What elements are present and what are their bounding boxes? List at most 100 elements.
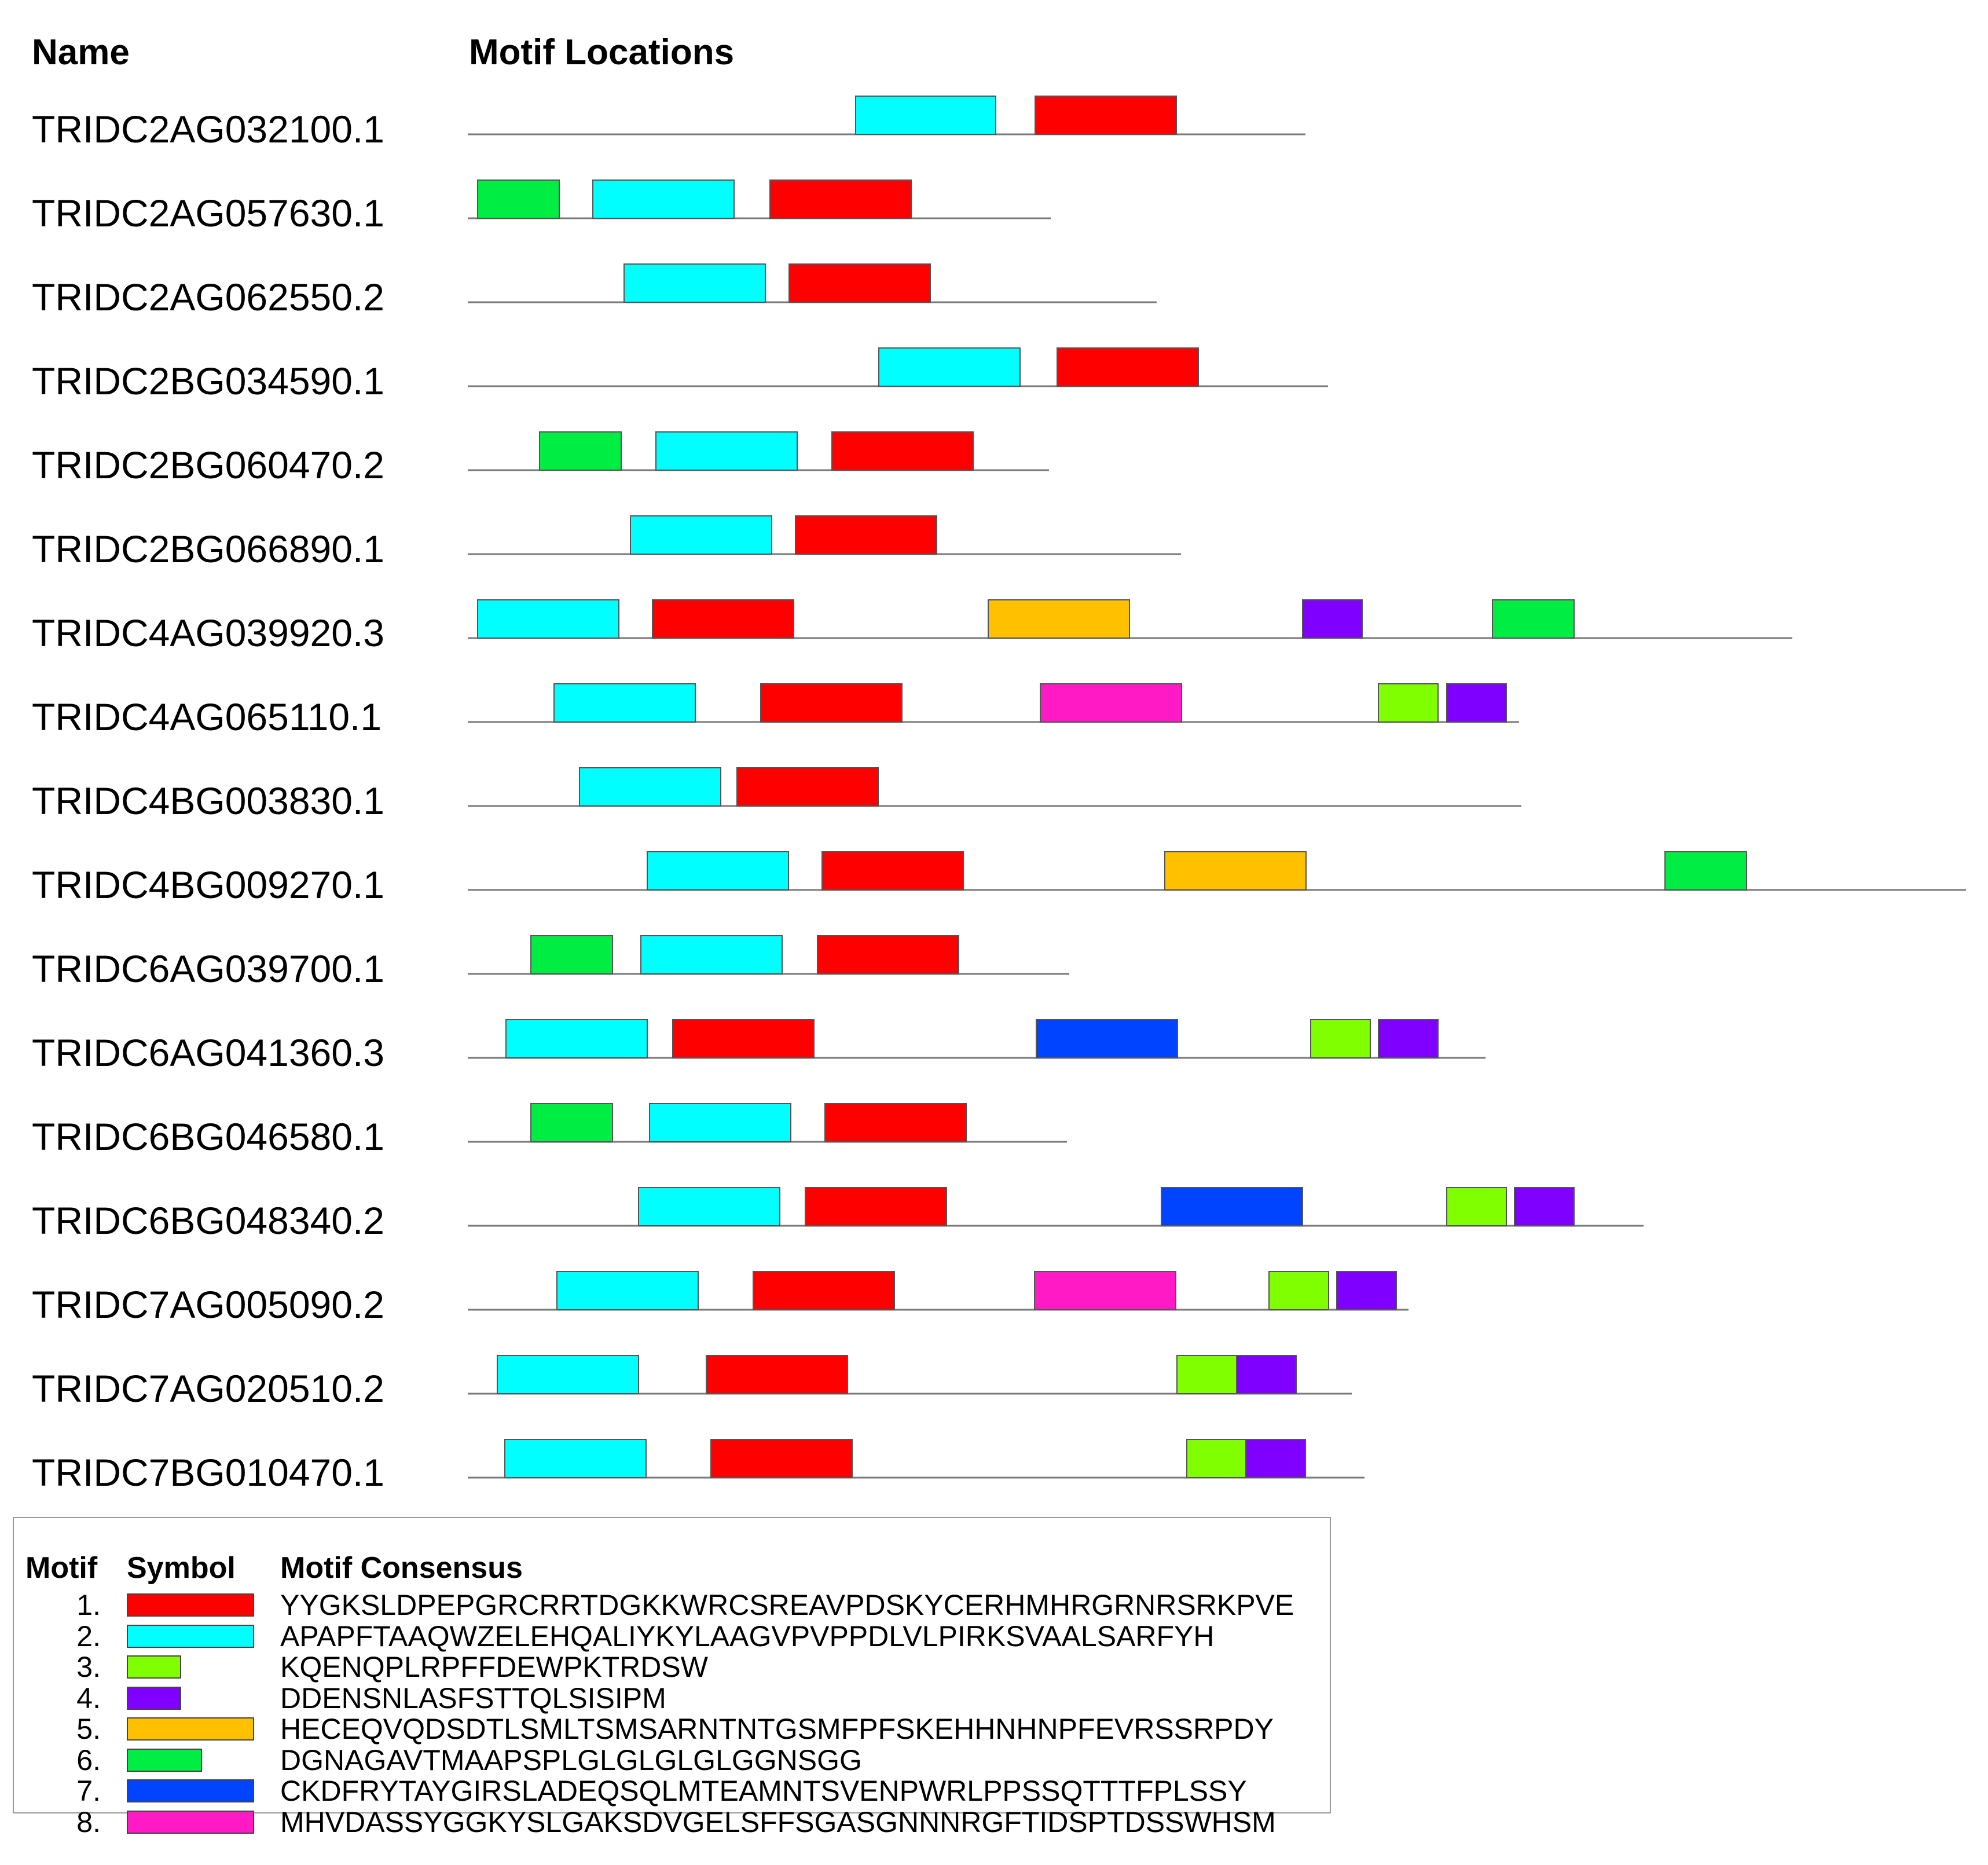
- motif-1-box: [1035, 96, 1177, 135]
- motif-2-box: [505, 1019, 648, 1058]
- motif-1-box: [652, 599, 794, 639]
- sequence-name: TRIDC6AG039700.1: [32, 947, 384, 990]
- motif-4-box: [1514, 1187, 1575, 1226]
- motif-4-box: [1336, 1271, 1397, 1310]
- motif-6-box: [477, 179, 560, 219]
- sequence-name: TRIDC2AG057630.1: [32, 192, 384, 235]
- legend-motif-symbol: [127, 1748, 202, 1772]
- motif-1-box: [753, 1271, 895, 1310]
- motif-3-box: [1176, 1355, 1237, 1394]
- motif-2-box: [579, 767, 721, 807]
- legend-motif-symbol: [127, 1810, 254, 1834]
- legend-motif-consensus: KQENQPLRPFFDEWPKTRDSW: [280, 1651, 708, 1683]
- legend-motif-number: 3.: [76, 1651, 101, 1683]
- motif-8-box: [1040, 683, 1182, 723]
- motif-2-box: [553, 683, 696, 723]
- motif-1-box: [706, 1355, 848, 1394]
- legend-symbol-header: Symbol: [127, 1551, 236, 1585]
- motif-3-box: [1310, 1019, 1371, 1058]
- motif-4-box: [1236, 1355, 1297, 1394]
- motif-legend: Motif Symbol Motif Consensus 1. YYGKSLDPE…: [13, 1517, 1331, 1837]
- motif-5-box: [1164, 851, 1307, 891]
- motif-4-box: [1446, 683, 1507, 723]
- motif-1-box: [821, 851, 964, 891]
- sequence-name: TRIDC2BG034590.1: [32, 360, 384, 402]
- motif-1-box: [1057, 347, 1199, 387]
- sequence-name: TRIDC6BG046580.1: [32, 1115, 384, 1158]
- motif-6-box: [1664, 851, 1747, 891]
- sequence-name: TRIDC7AG005090.2: [32, 1283, 384, 1326]
- motif-6-box: [1492, 599, 1575, 639]
- motif-5-box: [988, 599, 1130, 639]
- sequence-name: TRIDC2AG062550.2: [32, 276, 384, 318]
- sequence-name: TRIDC6BG048340.2: [32, 1199, 384, 1242]
- motif-2-box: [638, 1187, 780, 1226]
- legend-motif-consensus: YYGKSLDPEPGRCRRTDGKKWRCSREAVPDSKYCERHMHR…: [280, 1589, 1294, 1621]
- sequence-name: TRIDC7AG020510.2: [32, 1367, 384, 1410]
- motif-2-box: [623, 263, 766, 303]
- motif-2-box: [640, 935, 783, 974]
- legend-motif-symbol: [127, 1655, 181, 1679]
- sequence-name: TRIDC4BG003830.1: [32, 779, 384, 822]
- motif-1-box: [788, 263, 931, 303]
- motif-7-box: [1036, 1019, 1178, 1058]
- motif-6-box: [530, 1103, 613, 1142]
- sequence-name: TRIDC4AG039920.3: [32, 611, 384, 654]
- sequence-name: TRIDC2AG032100.1: [32, 108, 384, 151]
- motif-2-box: [855, 96, 996, 135]
- legend-motif-header: Motif: [25, 1551, 98, 1585]
- name-column-header: Name: [32, 32, 130, 72]
- legend-motif-number: 6.: [76, 1743, 101, 1776]
- legend-motif-number: 2.: [76, 1619, 101, 1653]
- motif-3-box: [1378, 683, 1439, 723]
- motif-1-box: [805, 1187, 947, 1226]
- motif-2-box: [630, 515, 772, 555]
- motif-4-box: [1302, 599, 1363, 639]
- sequence-name: TRIDC2BG066890.1: [32, 527, 384, 570]
- motif-1-box: [795, 515, 937, 555]
- legend-consensus-header: Motif Consensus: [280, 1551, 523, 1585]
- motif-location-diagram: [468, 96, 1966, 1479]
- motif-2-box: [878, 347, 1021, 387]
- motif-7-box: [1161, 1187, 1303, 1226]
- motif-1-box: [672, 1019, 815, 1058]
- sequence-name: TRIDC7BG010470.1: [32, 1451, 384, 1494]
- legend-motif-consensus: APAPFTAAQWZELEHQALIYKYLAAGVPVPPDLVLPIRKS…: [280, 1619, 1215, 1653]
- legend-motif-consensus: DDENSNLASFSTTQLSISIPM: [280, 1681, 666, 1714]
- legend-motif-number: 1.: [76, 1589, 101, 1621]
- motif-1-box: [817, 935, 959, 974]
- sequence-name: TRIDC4AG065110.1: [32, 695, 382, 738]
- motif-2-box: [556, 1271, 699, 1310]
- motif-6-box: [530, 935, 613, 974]
- motif-1-box: [736, 767, 879, 807]
- sequence-name: TRIDC6AG041360.3: [32, 1031, 384, 1074]
- motif-4-box: [1245, 1439, 1306, 1478]
- motif-1-box: [824, 1103, 967, 1142]
- legend-motif-symbol: [127, 1593, 254, 1617]
- motif-2-box: [504, 1439, 647, 1478]
- motif-2-box: [592, 179, 735, 219]
- motif-6-box: [539, 431, 622, 471]
- legend-motif-consensus: MHVDASSYGGKYSLGAKSDVGELSFFSGASGNNNRGFTID…: [280, 1805, 1276, 1838]
- legend-motif-symbol: [127, 1624, 254, 1648]
- legend-motif-consensus: CKDFRYTAYGIRSLADEQSQLMTEAMNTSVENPWRLPPSS…: [280, 1775, 1247, 1807]
- legend-motif-symbol: [127, 1717, 254, 1741]
- legend-motif-number: 7.: [76, 1775, 101, 1807]
- legend-motif-consensus: HECEQVQDSDTLSMLTSMSARNTNTGSMFPFSKEHHNHNP…: [280, 1713, 1274, 1745]
- motif-2-box: [649, 1103, 791, 1142]
- sequence-name: TRIDC2BG060470.2: [32, 444, 384, 486]
- motif-1-box: [769, 179, 912, 219]
- motif-3-box: [1446, 1187, 1507, 1226]
- motif-1-box: [760, 683, 903, 723]
- legend-motif-symbol: [127, 1779, 254, 1802]
- motif-1-box: [710, 1439, 853, 1478]
- motif-2-box: [477, 599, 619, 639]
- motif-2-box: [647, 851, 789, 891]
- motif-2-box: [497, 1355, 639, 1394]
- sequence-name: TRIDC4BG009270.1: [32, 863, 384, 906]
- motif-3-box: [1186, 1439, 1247, 1478]
- motif-locations-header: Motif Locations: [469, 32, 735, 72]
- legend-motif-consensus: DGNAGAVTMAAPSPLGLGLGLGLGGNSGG: [280, 1743, 862, 1776]
- motif-1-box: [831, 431, 974, 471]
- legend-motif-number: 5.: [76, 1713, 101, 1745]
